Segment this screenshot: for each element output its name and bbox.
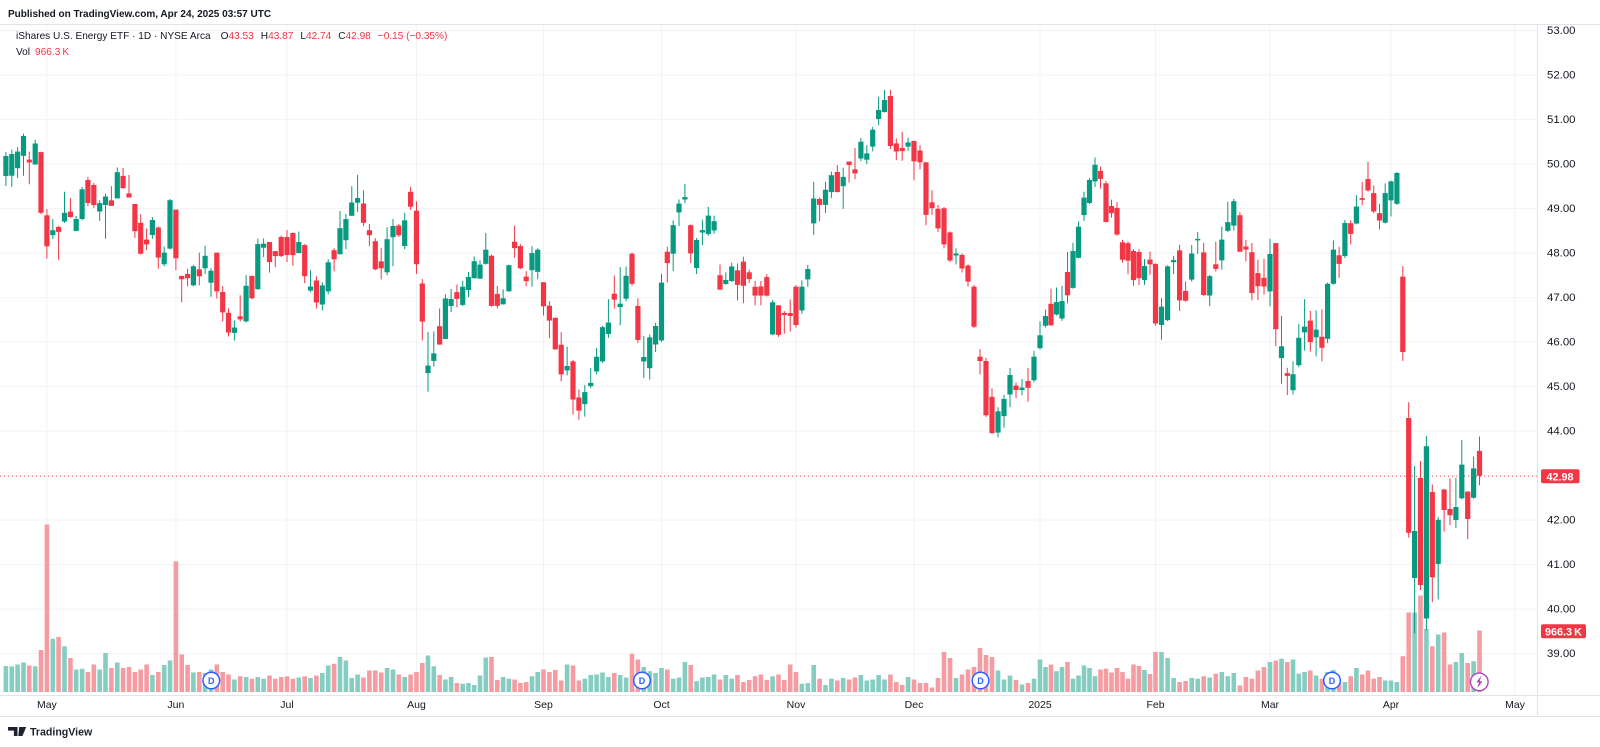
svg-text:51.00: 51.00 xyxy=(1547,114,1576,126)
svg-text:42.98: 42.98 xyxy=(1546,472,1573,484)
svg-text:Mar: Mar xyxy=(1261,699,1280,711)
svg-text:47.00: 47.00 xyxy=(1547,292,1576,304)
svg-text:iShares U.S. Energy ETF · 1D ·: iShares U.S. Energy ETF · 1D · NYSE Arca… xyxy=(16,31,447,42)
svg-text:Apr: Apr xyxy=(1383,699,1400,711)
svg-text:53.00: 53.00 xyxy=(1547,25,1576,37)
svg-text:Dec: Dec xyxy=(905,699,924,711)
svg-text:Jul: Jul xyxy=(280,699,293,711)
svg-text:49.00: 49.00 xyxy=(1547,203,1576,215)
svg-text:Sep: Sep xyxy=(534,699,553,711)
svg-text:2025: 2025 xyxy=(1028,699,1052,711)
svg-text:Jun: Jun xyxy=(167,699,184,711)
svg-text:May: May xyxy=(1505,699,1526,711)
svg-text:45.00: 45.00 xyxy=(1547,381,1576,393)
svg-text:Oct: Oct xyxy=(653,699,669,711)
svg-text:42.00: 42.00 xyxy=(1547,515,1576,527)
svg-text:41.00: 41.00 xyxy=(1547,559,1576,571)
svg-text:40.00: 40.00 xyxy=(1547,604,1576,616)
svg-text:966.3 K: 966.3 K xyxy=(1545,627,1582,639)
svg-text:D: D xyxy=(977,676,984,686)
svg-text:D: D xyxy=(208,676,215,686)
svg-text:May: May xyxy=(37,699,58,711)
svg-text:Feb: Feb xyxy=(1146,699,1164,711)
svg-text:D: D xyxy=(639,676,646,686)
svg-text:52.00: 52.00 xyxy=(1547,70,1576,82)
svg-text:Aug: Aug xyxy=(407,699,426,711)
svg-text:D: D xyxy=(1329,676,1336,686)
svg-text:50.00: 50.00 xyxy=(1547,159,1576,171)
svg-text:39.00: 39.00 xyxy=(1547,648,1576,660)
svg-text:TradingView: TradingView xyxy=(30,727,93,739)
svg-text:Published on TradingView.com,: Published on TradingView.com, Apr 24, 20… xyxy=(8,9,271,20)
svg-text:Nov: Nov xyxy=(787,699,806,711)
svg-text:44.00: 44.00 xyxy=(1547,426,1576,438)
svg-text:46.00: 46.00 xyxy=(1547,337,1576,349)
svg-text:48.00: 48.00 xyxy=(1547,248,1576,260)
